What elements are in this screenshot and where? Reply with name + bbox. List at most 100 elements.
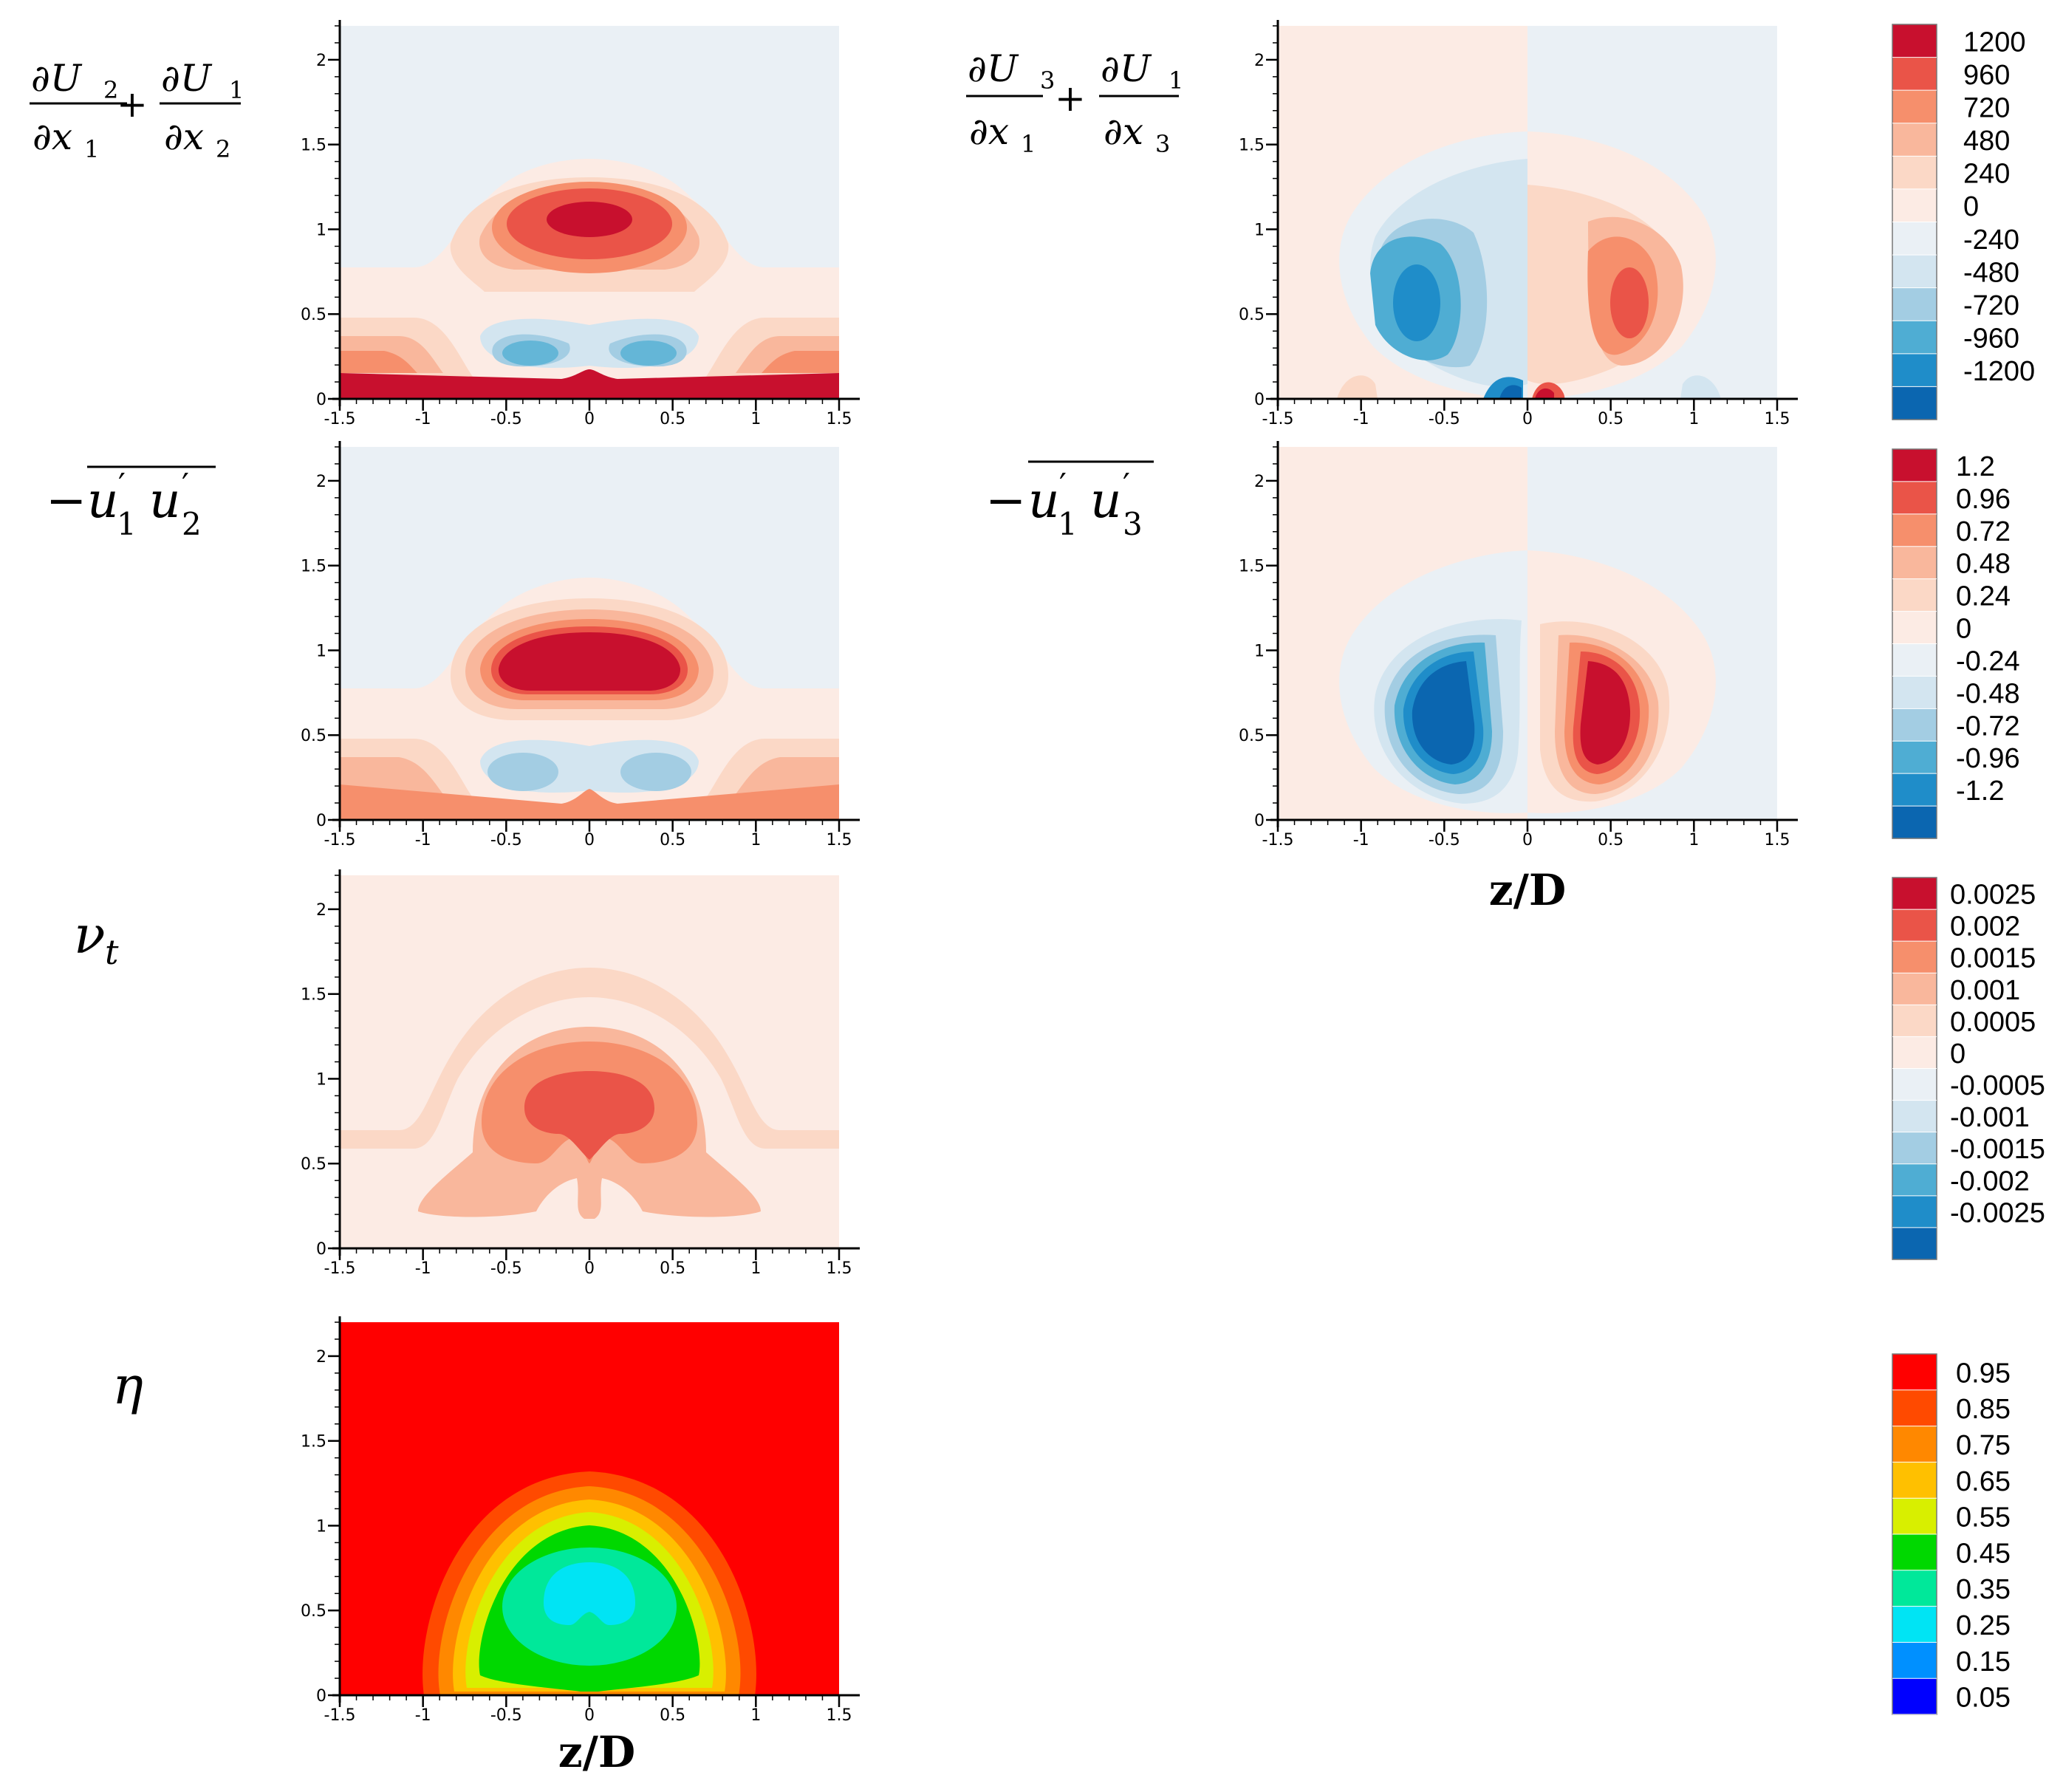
label-den2-sub: 2 <box>216 135 230 163</box>
y-tick-label: 1 <box>1254 221 1265 239</box>
label-stress-12: − u ′ 1 u ′ 2 <box>46 465 216 542</box>
label-prime-b: ′ <box>1123 467 1130 505</box>
colorbar-swatch <box>1892 1642 1937 1679</box>
label-num1-sub: 2 <box>103 76 118 104</box>
colorbar-label: -0.48 <box>1956 678 2020 709</box>
band-072-wall <box>340 784 839 820</box>
colorbar-swatch <box>1892 806 1937 839</box>
y-tick-label: 0 <box>1254 391 1265 409</box>
band-wall-left-720 <box>340 351 417 373</box>
label-sub-a: 1 <box>117 506 137 542</box>
x-tick-label: 1 <box>750 831 761 849</box>
x-tick-label: 1 <box>1689 410 1699 428</box>
label-num1: ∂U <box>968 47 1019 90</box>
x-axis-title-right: z/D <box>1489 865 1566 915</box>
colorbar-label: -1.2 <box>1956 776 2004 807</box>
colorbar-label: 0.35 <box>1956 1574 2011 1605</box>
x-tick-label: 1 <box>1689 831 1699 849</box>
band-neg-048-left <box>487 753 558 791</box>
contour-panel-strain-13 <box>1278 26 1777 399</box>
x-tick-label: 0 <box>584 410 595 428</box>
y-tick-label: 1 <box>1254 642 1265 660</box>
colorbar-swatch <box>1892 1068 1937 1101</box>
band-neg-960 <box>1393 264 1440 341</box>
x-tick-label: -1.5 <box>324 410 356 428</box>
label-den2: ∂x <box>1104 110 1143 153</box>
colorbar-swatch <box>1892 1462 1937 1499</box>
x-tick-label: 1.5 <box>1765 831 1790 849</box>
x-tick-label: 0 <box>1522 831 1533 849</box>
y-tick-label: 2 <box>316 1348 326 1367</box>
label-den1-sub: 1 <box>84 135 99 163</box>
y-tick-label: 1.5 <box>301 986 326 1005</box>
label-prime-b: ′ <box>182 467 189 505</box>
label-prime-a: ′ <box>118 467 126 505</box>
x-tick-label: -0.5 <box>1429 410 1460 428</box>
x-tick-label: 1.5 <box>827 1706 852 1725</box>
x-tick-label: -1.5 <box>1262 410 1294 428</box>
colorbar-swatch <box>1892 287 1937 321</box>
label-num2: ∂U <box>1101 47 1152 90</box>
colorbar-label: 0.96 <box>1956 484 2011 515</box>
colorbar-swatch <box>1892 878 1937 910</box>
colorbar-swatch <box>1892 123 1937 157</box>
band-0002-peak <box>524 1071 654 1160</box>
colorbar-swatch <box>1892 941 1937 974</box>
label-u-a: u <box>1028 472 1060 529</box>
colorbar-stress: 1.20.960.720.480.240-0.24-0.48-0.72-0.96… <box>1892 448 2020 839</box>
label-num2-sub: 1 <box>229 76 244 104</box>
x-tick-label: -0.5 <box>490 410 522 428</box>
colorbar-label: -0.72 <box>1956 711 2020 742</box>
colorbar-label: 0.15 <box>1956 1646 2011 1678</box>
colorbar-label: -0.24 <box>1956 646 2020 677</box>
colorbar-swatch <box>1892 481 1937 515</box>
x-tick-label: -1 <box>415 410 431 428</box>
axes-stress-13: -1.5 -1 -0.5 0 0.5 1 1.5 0 0.5 1 1.5 2 <box>1239 441 1798 849</box>
colorbar-swatch <box>1892 1498 1937 1535</box>
x-tick-label: 1.5 <box>827 831 852 849</box>
x-axis-title-bottom: z/D <box>558 1727 635 1777</box>
colorbar-swatch <box>1892 1132 1937 1165</box>
band-wall-right-720 <box>762 351 839 373</box>
axes-strain-12: -1.5 -1 -0.5 0 0.5 1 1.5 0 0.5 1 1.5 2 <box>301 20 860 428</box>
colorbar-label: -0.96 <box>1956 743 2020 774</box>
label-minus: − <box>985 472 1026 529</box>
label-u-a: u <box>87 472 119 529</box>
contour-panel-stress-12 <box>340 447 839 820</box>
axes-nu-t: -1.5 -1 -0.5 0 0.5 1 1.5 0 0.5 1 1.5 2 <box>301 869 860 1278</box>
colorbar-swatch <box>1892 1005 1937 1038</box>
x-tick-label: -1.5 <box>324 831 356 849</box>
x-tick-label: 1.5 <box>1765 410 1790 428</box>
x-tick-label: -1.5 <box>1262 831 1294 849</box>
colorbar-swatch <box>1892 1195 1937 1228</box>
colorbar-swatch <box>1892 513 1937 547</box>
band-wall <box>340 1232 839 1248</box>
axes-layer: -1.5 -1 -0.5 0 0.5 1 1.5 0 0.5 1 1.5 2 -1.5 -1 -0.5 0 0.… <box>301 20 1798 1725</box>
band-neg-wall-core <box>1499 385 1522 399</box>
y-tick-label: 1 <box>316 1517 326 1536</box>
y-tick-label: 1.5 <box>1239 137 1265 155</box>
y-tick-label: 1 <box>316 1070 326 1089</box>
label-sub-b: 3 <box>1123 506 1143 542</box>
x-tick-label: -0.5 <box>490 1706 522 1725</box>
x-tick-label: -0.5 <box>490 1259 522 1278</box>
axes-stress-12: -1.5 -1 -0.5 0 0.5 1 1.5 0 0.5 1 1.5 2 <box>301 441 860 849</box>
colorbar-label: 720 <box>1963 92 2010 123</box>
band-pos-960 <box>1610 267 1649 338</box>
label-sub-b: 2 <box>182 506 202 542</box>
colorbar-swatch <box>1892 578 1937 612</box>
colorbar-label: 0.002 <box>1950 912 2020 943</box>
colorbar-swatch <box>1892 708 1937 742</box>
band-wall-left-small <box>1337 375 1378 399</box>
x-tick-label: -1.5 <box>324 1706 356 1725</box>
axes-eta: -1.5 -1 -0.5 0 0.5 1 1.5 0 0.5 1 1.5 2 <box>301 1316 860 1725</box>
colorbar-swatch <box>1892 386 1937 420</box>
label-den2: ∂x <box>164 115 204 158</box>
band-12-peak <box>498 632 681 691</box>
colorbar-label: 0.45 <box>1956 1538 2011 1569</box>
y-tick-label: 2 <box>316 901 326 920</box>
x-tick-label: 0.5 <box>660 1706 685 1725</box>
